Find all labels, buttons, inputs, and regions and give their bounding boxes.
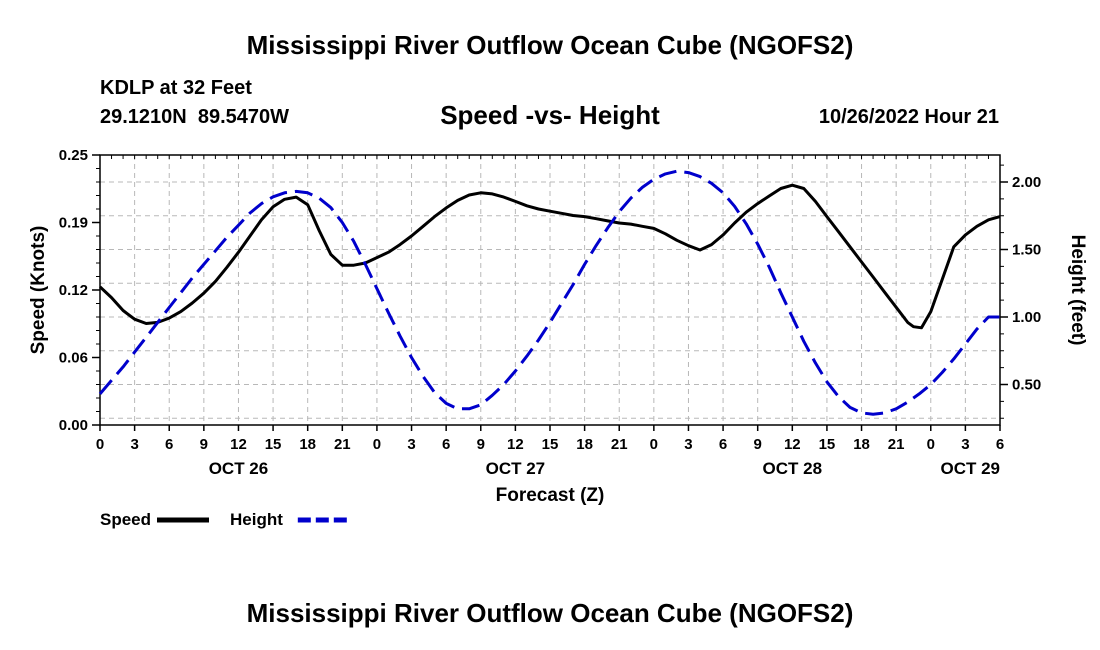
x-tick-label: 21 <box>334 436 351 453</box>
x-axis-label: Forecast (Z) <box>496 485 605 506</box>
day-label: OCT 27 <box>486 459 546 478</box>
x-tick-label: 6 <box>719 436 727 453</box>
y-left-tick-label: 0.06 <box>59 350 88 367</box>
x-tick-label: 18 <box>853 436 870 453</box>
longitude: 89.5470W <box>197 106 290 128</box>
x-tick-label: 12 <box>507 436 524 453</box>
y-right-tick-label: 0.50 <box>1012 377 1041 394</box>
chart-subtitle: Speed -vs- Height <box>440 100 660 130</box>
latitude: 29.1210N <box>100 106 187 128</box>
forecast-timestamp: 10/26/2022 Hour 21 <box>818 106 999 128</box>
x-tick-label: 15 <box>542 436 559 453</box>
x-tick-label: 6 <box>996 436 1004 453</box>
day-label: OCT 28 <box>763 459 823 478</box>
y-right-tick-label: 2.00 <box>1012 174 1041 191</box>
series-line-height <box>98 169 1000 416</box>
y-left-tick-label: 0.12 <box>59 282 88 299</box>
x-tick-label: 9 <box>200 436 208 453</box>
day-label: OCT 29 <box>940 459 1000 478</box>
chart-title: Mississippi River Outflow Ocean Cube (NG… <box>246 30 854 60</box>
x-tick-label: 12 <box>784 436 801 453</box>
y-left-tick-label: 0.19 <box>59 215 88 232</box>
x-tick-label: 6 <box>165 436 173 453</box>
footer-title: Mississippi River Outflow Ocean Cube (NG… <box>246 598 854 628</box>
x-tick-label: 12 <box>230 436 247 453</box>
x-tick-label: 0 <box>927 436 935 453</box>
coordinates: 29.1210N 89.5470W <box>100 106 289 129</box>
station-label: KDLP at 32 Feet <box>100 77 252 99</box>
series-line-speed <box>98 183 1001 330</box>
day-label: OCT 26 <box>209 459 269 478</box>
y-right-tick-label: 1.50 <box>1012 242 1041 259</box>
x-tick-label: 18 <box>299 436 316 453</box>
x-tick-label: 6 <box>442 436 450 453</box>
y-left-tick-label: 0.25 <box>59 147 88 164</box>
y-left-axis-label: Speed (Knots) <box>28 226 49 355</box>
x-tick-label: 18 <box>576 436 593 453</box>
x-tick-label: 3 <box>684 436 692 453</box>
x-tick-label: 3 <box>407 436 415 453</box>
y-left-tick-label: 0.00 <box>59 417 88 434</box>
x-tick-label: 0 <box>96 436 104 453</box>
legend-label-speed: Speed <box>100 510 151 529</box>
x-tick-label: 21 <box>611 436 628 453</box>
x-tick-label: 21 <box>888 436 905 453</box>
y-right-tick-label: 1.00 <box>1012 309 1041 326</box>
y-right-axis-label: Height (feet) <box>1067 235 1088 346</box>
x-tick-label: 3 <box>130 436 138 453</box>
legend-label-height: Height <box>230 510 283 529</box>
x-tick-label: 9 <box>754 436 762 453</box>
x-tick-label: 0 <box>650 436 658 453</box>
x-tick-label: 15 <box>819 436 836 453</box>
x-tick-label: 3 <box>961 436 969 453</box>
x-tick-label: 15 <box>265 436 282 453</box>
x-tick-label: 0 <box>373 436 381 453</box>
x-tick-label: 9 <box>477 436 485 453</box>
